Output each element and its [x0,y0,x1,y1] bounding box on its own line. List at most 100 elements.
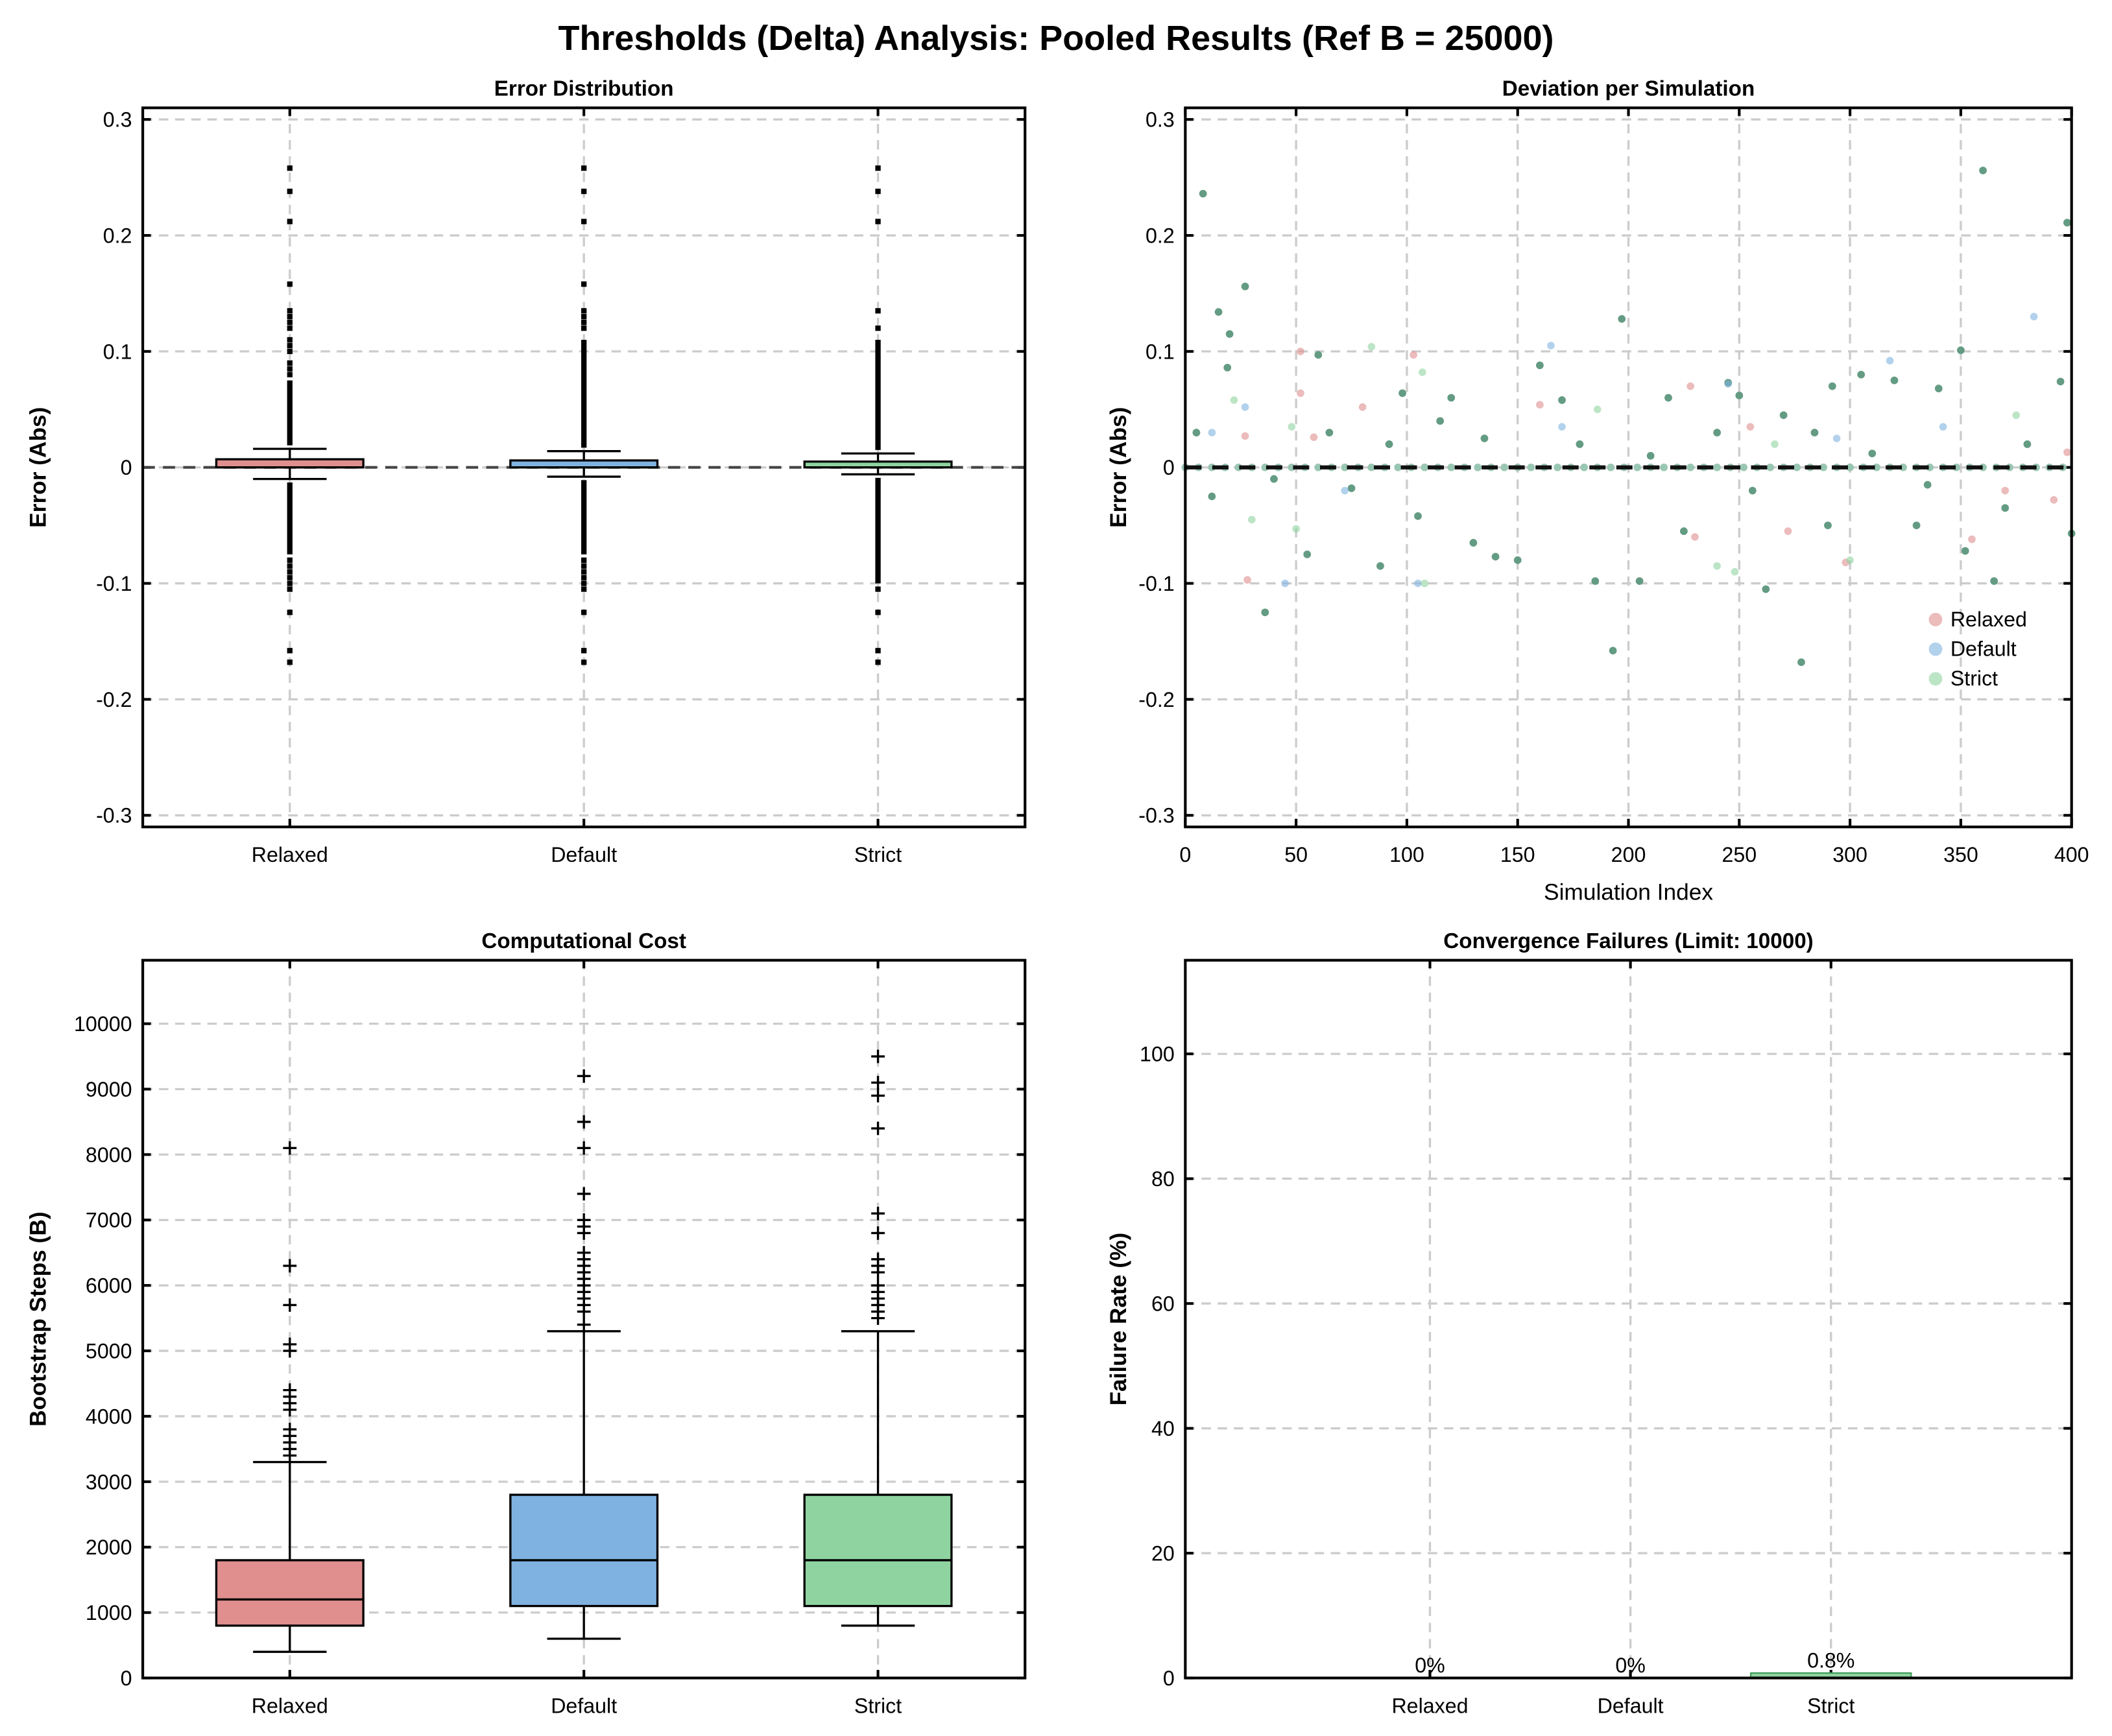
outlier-point [577,1213,591,1227]
scatter-point-default [2030,313,2038,321]
error-distribution-panel: Error Distribution Error (Abs) -0.3 -0.2 -0.… [26,77,1027,866]
legend-label-relaxed: Relaxed [1950,608,2027,631]
scatter-point-default [1208,429,1216,436]
outlier-point [875,165,881,171]
y-tick-label: 0.2 [103,224,132,247]
y-tick-label: 0 [1163,1667,1175,1690]
scatter-point-overlap [1314,351,1323,359]
scatter-point-overlap [1241,282,1249,291]
scatter-point-overlap [1480,434,1489,442]
x-tick-label: 150 [1500,843,1535,866]
x-tick-label: Default [551,1694,617,1718]
outlier-point [287,366,293,372]
y-tick-label: 1000 [86,1601,132,1624]
axes-frame [1184,958,2073,1680]
outlier-point [287,320,293,326]
outlier-point [875,188,881,195]
x-tick-label: Relaxed [252,843,328,866]
scatter-point-strict [1288,423,1296,431]
outlier-point [871,1076,885,1089]
outlier-point [581,314,587,320]
outlier-point [581,165,587,171]
outlier-point [287,188,293,195]
legend-marker-default [1928,642,1943,656]
scatter-point-strict [1230,396,1238,404]
scatter-point-overlap [1857,370,1866,379]
box-strict [803,1493,953,1608]
scatter-point-strict [1771,440,1779,448]
scatter-point-overlap [2063,219,2071,227]
scatter-point-overlap [1824,521,1832,529]
outlier-point [287,575,293,580]
outlier-point [581,281,587,287]
scatter-point-overlap [1828,382,1836,390]
y-tick-label: 0 [121,1667,132,1690]
outlier-point [581,563,587,569]
legend-label-default: Default [1950,637,2017,660]
scatter-point-relaxed [2001,486,2010,495]
scatter-point-overlap [1491,553,1500,561]
scatter-point-strict [1421,463,1429,471]
outlier-point [283,1383,297,1397]
scatter-point-overlap [1223,364,1232,372]
subplot-title: Computational Cost [481,929,686,953]
scatter-point-overlap [1618,315,1626,323]
scatter-point-overlap [1376,562,1384,570]
outlier-point [287,660,293,665]
scatter-point-strict [1713,463,1721,471]
outlier-point [287,165,293,171]
axes-frame [141,958,1027,1680]
scatter-point-relaxed [1968,535,1976,543]
scatter-point-overlap [1957,346,1965,354]
scatter-point-overlap [1713,429,1721,436]
scatter-point-strict [1713,562,1721,570]
scatter-point-overlap [1325,429,1334,436]
x-tick-label: 0 [1179,843,1191,866]
scatter-point-strict [1248,516,1256,524]
scatter-point-overlap [1398,389,1406,398]
scatter-point-overlap [1208,492,1216,501]
scatter-point-strict [2012,411,2021,420]
y-tick-label: 20 [1151,1541,1175,1565]
scatter-point-overlap [1347,484,1356,492]
outlier-point [287,610,293,615]
scatter-point-strict [1660,463,1668,471]
scatter-point-strict [1846,556,1854,564]
scatter-point-strict [1819,463,1827,471]
outlier-point [875,219,881,224]
outlier-point [871,1226,885,1240]
box-relaxed [215,1559,365,1627]
y-tick-label: 0 [1163,456,1175,479]
outlier-point [871,1206,885,1220]
x-axis-label: Simulation Index [1544,879,1713,905]
subplot-title: Convergence Failures (Limit: 10000) [1443,929,1813,953]
scatter-point-strict [1607,463,1615,471]
legend-marker-strict [1928,672,1943,686]
outlier-point [287,372,293,377]
box-relaxed [215,458,365,469]
scatter-point-overlap [1576,440,1584,448]
outlier-point [287,342,293,349]
scatter-point-strict [1793,463,1801,471]
x-tick-label: 300 [1832,843,1867,866]
scatter-point-overlap [2056,377,2065,386]
y-tick-label: 80 [1151,1167,1175,1191]
outlier-point [287,580,293,586]
scatter-point-overlap [2023,440,2032,448]
y-tick-label: 9000 [86,1078,132,1101]
scatter-point-overlap [1414,512,1422,520]
y-tick-label: 5000 [86,1339,132,1362]
y-axis-label: Bootstrap Steps (B) [26,1211,51,1426]
y-tick-label: -0.2 [1138,688,1174,711]
outlier-point [581,575,587,580]
outlier-point [875,325,881,331]
scatter-point-strict [1474,463,1482,471]
outlier-point [287,314,293,320]
y-axis-label: Error (Abs) [1106,407,1131,528]
y-tick-label: 2000 [86,1536,132,1559]
x-tick-label: 200 [1611,843,1646,866]
scatter-point-strict [1580,463,1589,471]
scatter-point-default [1281,579,1289,588]
y-tick-label: 3000 [86,1470,132,1493]
figure-title: Thresholds (Delta) Analysis: Pooled Resu… [558,19,1554,58]
